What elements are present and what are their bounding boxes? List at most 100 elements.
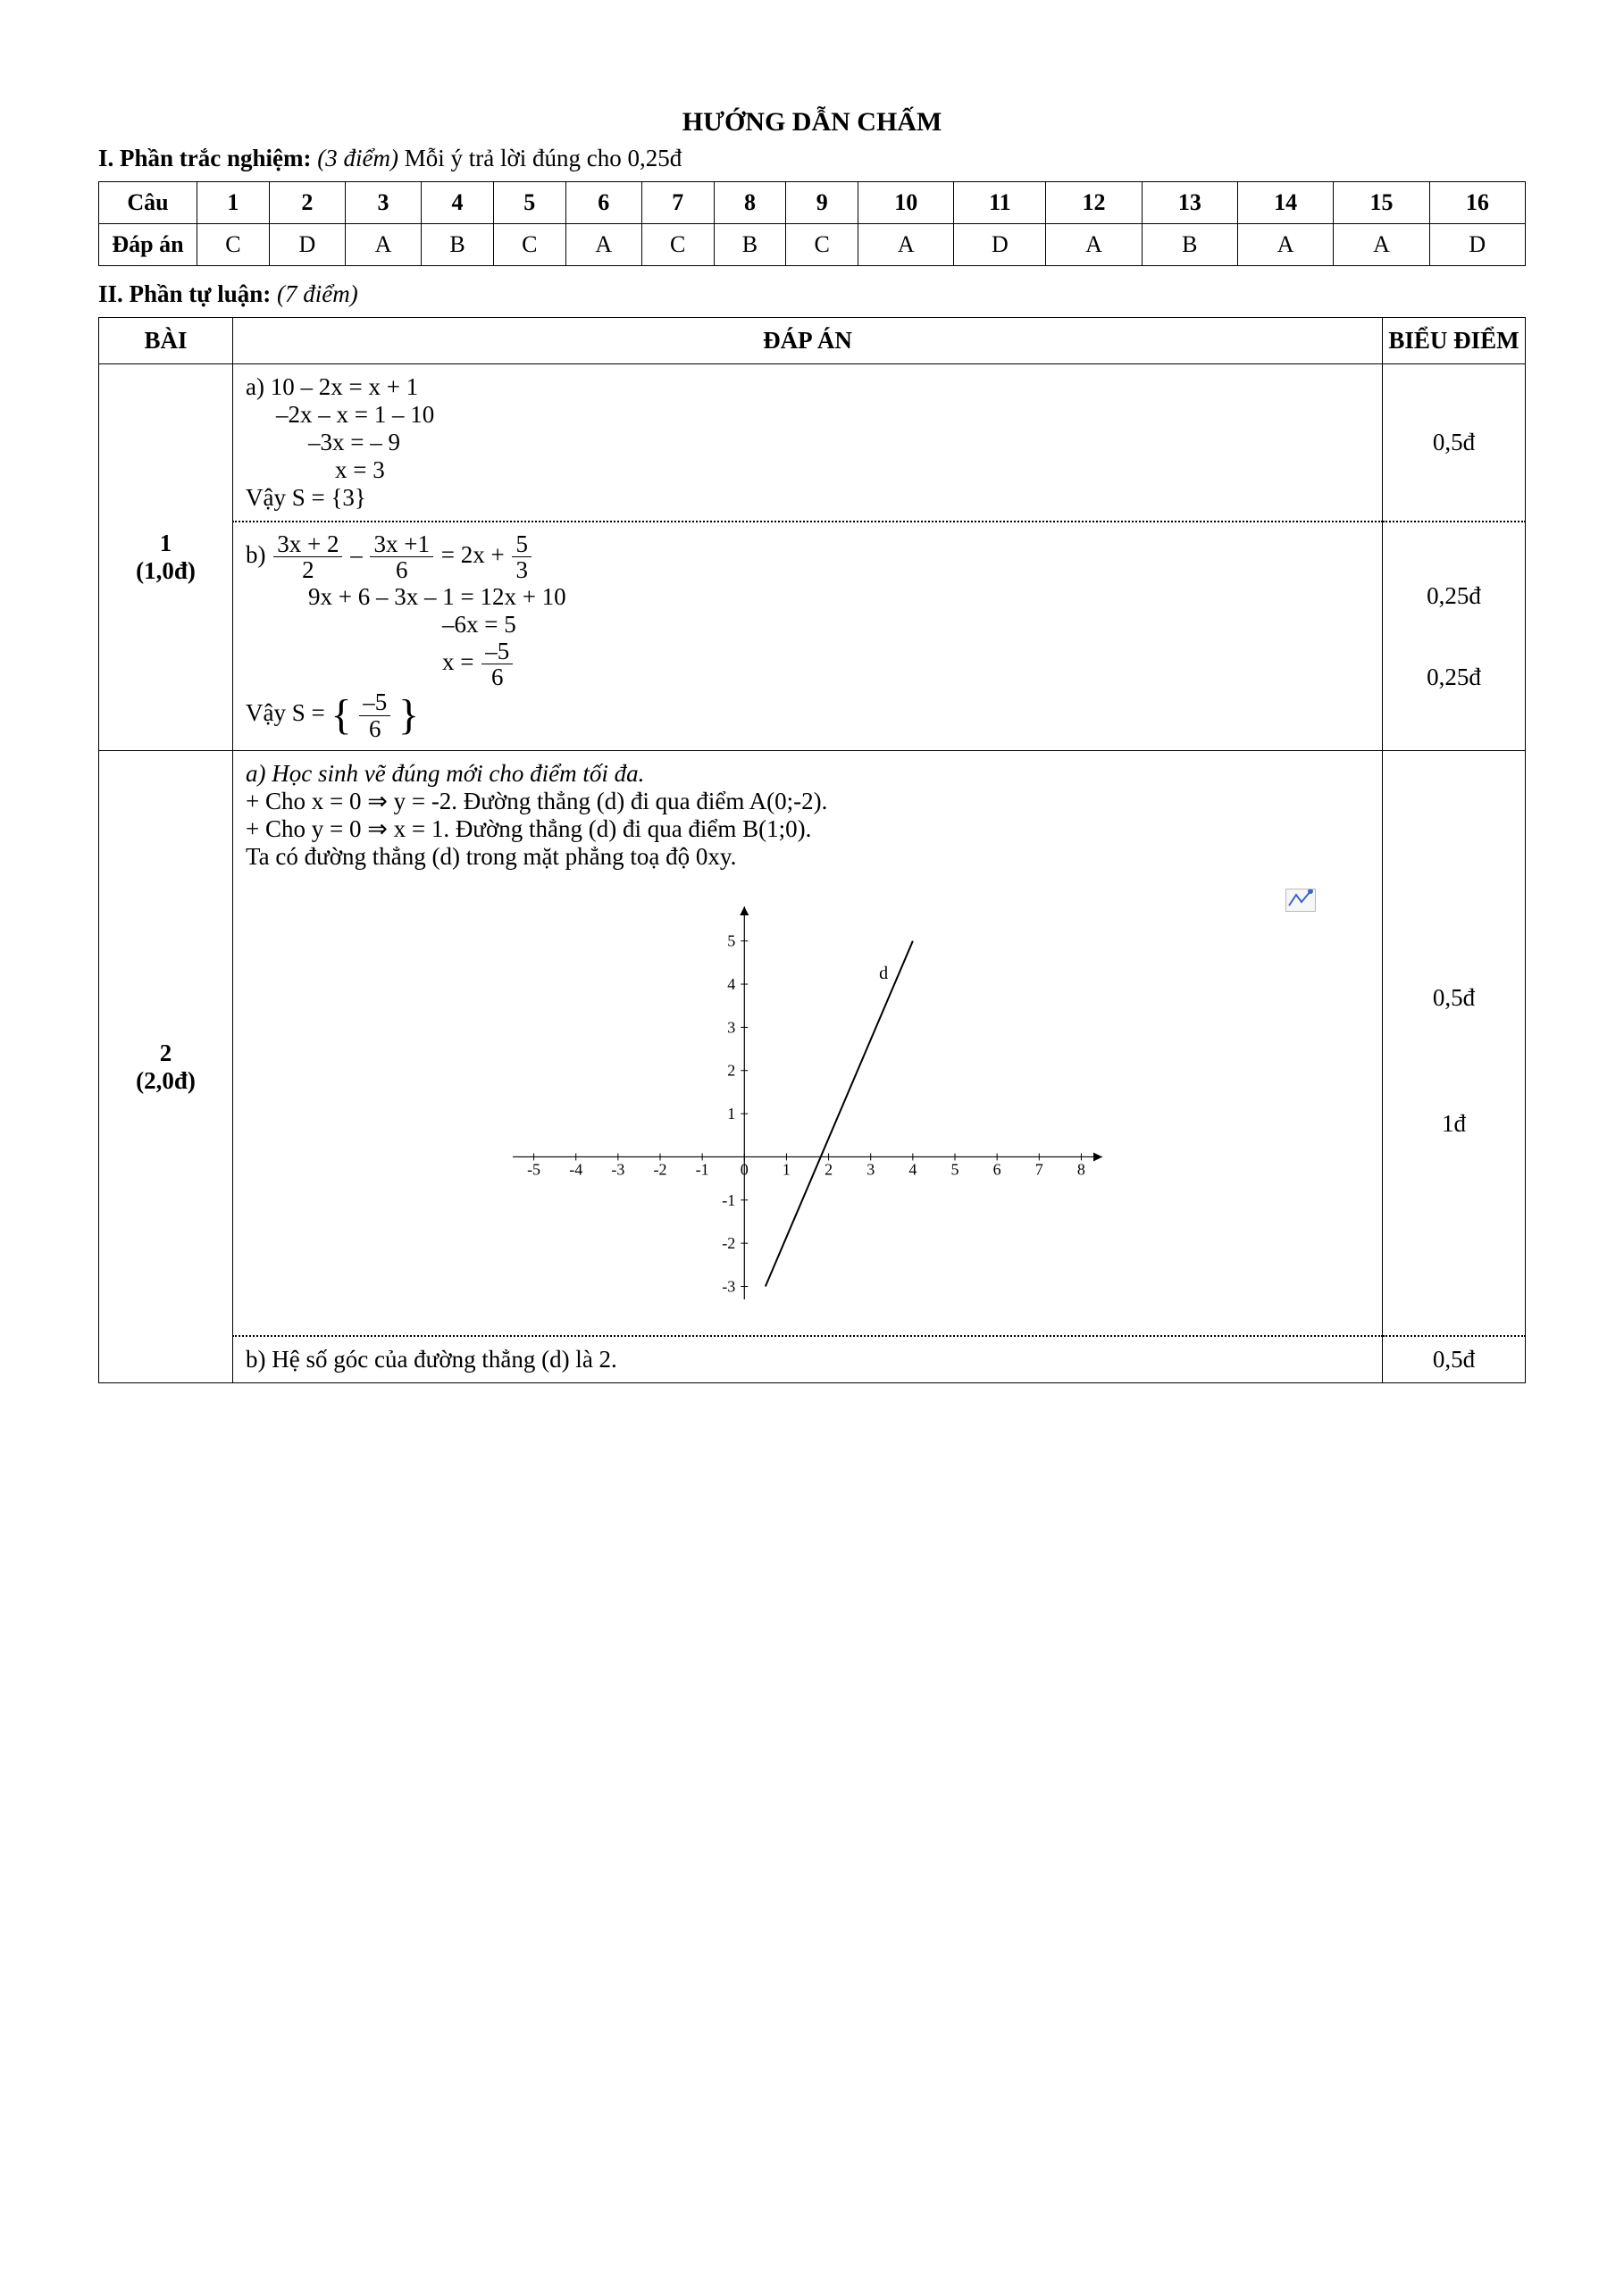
q1b-l5-pre: Vậy S =: [246, 699, 331, 726]
mc-col: 1: [197, 182, 270, 224]
q2a-score1: 0,5đ: [1395, 984, 1512, 1012]
frac-num: 5: [512, 531, 532, 557]
q1b-eqmid: = 2x +: [441, 541, 511, 568]
q1b-score1: 0,25đ: [1427, 582, 1481, 610]
mc-ans: A: [858, 224, 954, 266]
section2-points: (7 điểm): [277, 280, 358, 307]
mc-col: 3: [345, 182, 421, 224]
q2a-l2: + Cho x = 0 ⇒ y = -2. Đường thẳng (d) đi…: [246, 788, 1369, 815]
mc-ans: A: [1334, 224, 1429, 266]
q1b-l5: Vậy S = –5 6: [246, 689, 1369, 741]
frac-den: 6: [481, 664, 513, 689]
frac-den: 2: [273, 557, 342, 582]
mc-ans: D: [1429, 224, 1525, 266]
svg-text:2: 2: [727, 1062, 735, 1080]
mc-ans: A: [1046, 224, 1142, 266]
mc-ans: D: [269, 224, 345, 266]
q1b-frac5: –5 6: [359, 689, 390, 741]
chart-format-icon: [1285, 889, 1316, 912]
section2-heading: II. Phần tự luận: (7 điểm): [98, 280, 1526, 308]
mc-col: 13: [1142, 182, 1237, 224]
section1-heading: I. Phần trắc nghiệm: (3 điểm) Mỗi ý trả …: [98, 145, 1526, 172]
frac-den: 6: [370, 557, 432, 582]
svg-text:1: 1: [783, 1161, 791, 1179]
svg-text:8: 8: [1077, 1161, 1085, 1179]
svg-text:3: 3: [866, 1161, 875, 1179]
q1a-l5: Vậy S = {3}: [246, 484, 1369, 512]
mc-ans: B: [422, 224, 494, 266]
svg-text:1: 1: [727, 1105, 735, 1123]
mc-head-dapan: Đáp án: [99, 224, 197, 266]
mc-head-cau: Câu: [99, 182, 197, 224]
mc-col: 10: [858, 182, 954, 224]
svg-text:5: 5: [727, 932, 735, 950]
q2a-chart-wrap: -5-4-3-2-1012345678-3-2-112345d: [246, 880, 1369, 1326]
q1b-l1: b) 3x + 2 2 – 3x +1 6 = 2x + 5 3: [246, 531, 1369, 583]
svg-text:-3: -3: [611, 1161, 624, 1179]
q2a-l4: Ta có đường thẳng (d) trong mặt phẳng to…: [246, 843, 1369, 871]
mc-col: 8: [714, 182, 786, 224]
svg-text:-1: -1: [696, 1161, 709, 1179]
q1b-frac2: 3x +1 6: [370, 531, 432, 583]
mc-ans: A: [565, 224, 641, 266]
q2a-chart: -5-4-3-2-1012345678-3-2-112345d: [486, 880, 1129, 1326]
mc-ans: C: [786, 224, 858, 266]
mc-col: 11: [954, 182, 1046, 224]
q1b-score2: 0,25đ: [1427, 664, 1481, 691]
svg-text:3: 3: [727, 1018, 735, 1036]
mc-ans: A: [345, 224, 421, 266]
frac-num: 3x +1: [370, 531, 432, 557]
svg-text:-5: -5: [527, 1161, 540, 1179]
svg-text:-3: -3: [722, 1278, 735, 1296]
svg-text:-4: -4: [569, 1161, 582, 1179]
frac-den: 6: [359, 716, 390, 741]
q1b-minus: –: [350, 541, 368, 568]
q2a-cell: a) Học sinh vẽ đúng mới cho điểm tối đa.…: [233, 751, 1383, 1337]
q2a-l1: a) Học sinh vẽ đúng mới cho điểm tối đa.: [246, 760, 1369, 788]
section2-label: II. Phần tự luận:: [98, 280, 271, 307]
essay-table: BÀI ĐÁP ÁN BIỂU ĐIỂM 1 (1,0đ) a) 10 – 2x…: [98, 317, 1526, 1383]
essay-head-dapan: ĐÁP ÁN: [233, 318, 1383, 364]
q2a-score-cell: 0,5đ 1đ: [1383, 751, 1526, 1337]
frac-num: 3x + 2: [273, 531, 342, 557]
q1b-set: –5 6: [331, 689, 419, 741]
svg-text:-2: -2: [722, 1234, 735, 1252]
svg-text:4: 4: [908, 1161, 917, 1179]
mc-col: 7: [641, 182, 714, 224]
q2-num: 2: [112, 1039, 220, 1067]
section1-desc: Mỗi ý trả lời đúng cho 0,25đ: [405, 145, 682, 171]
mc-col: 6: [565, 182, 641, 224]
svg-text:5: 5: [951, 1161, 959, 1179]
mc-ans: B: [714, 224, 786, 266]
q1b-frac4: –5 6: [481, 639, 513, 690]
svg-text:0: 0: [741, 1161, 749, 1179]
mc-col: 14: [1238, 182, 1334, 224]
q1-num: 1: [112, 530, 220, 557]
mc-ans: B: [1142, 224, 1237, 266]
mc-row-header: Câu 1 2 3 4 5 6 7 8 9 10 11 12 13 14 15 …: [99, 182, 1526, 224]
mc-ans: C: [493, 224, 565, 266]
q1b-frac1: 3x + 2 2: [273, 531, 342, 583]
essay-head-bai: BÀI: [99, 318, 233, 364]
q1b-prefix: b): [246, 541, 272, 568]
mc-ans: D: [954, 224, 1046, 266]
q1-pts: (1,0đ): [112, 557, 220, 585]
mc-col: 2: [269, 182, 345, 224]
q1-label: 1 (1,0đ): [99, 364, 233, 751]
frac-num: –5: [481, 639, 513, 664]
svg-text:4: 4: [727, 975, 735, 993]
mc-col: 9: [786, 182, 858, 224]
mc-row-answers: Đáp án C D A B C A C B C A D A B A A D: [99, 224, 1526, 266]
q1a-l2: –2x – x = 1 – 10: [276, 401, 1369, 429]
q1b-l4-pre: x =: [442, 648, 480, 675]
q2b-score: 0,5đ: [1383, 1336, 1526, 1383]
essay-head-score: BIỂU ĐIỂM: [1383, 318, 1526, 364]
frac-num: –5: [359, 689, 390, 715]
svg-text:6: 6: [993, 1161, 1001, 1179]
mc-ans: C: [641, 224, 714, 266]
q2-pts: (2,0đ): [112, 1067, 220, 1095]
svg-text:-2: -2: [654, 1161, 667, 1179]
q1a-l4: x = 3: [335, 456, 1369, 484]
q1b-score-cell: 0,25đ 0,25đ: [1383, 522, 1526, 751]
q2b-cell: b) Hệ số góc của đường thẳng (d) là 2.: [233, 1336, 1383, 1383]
